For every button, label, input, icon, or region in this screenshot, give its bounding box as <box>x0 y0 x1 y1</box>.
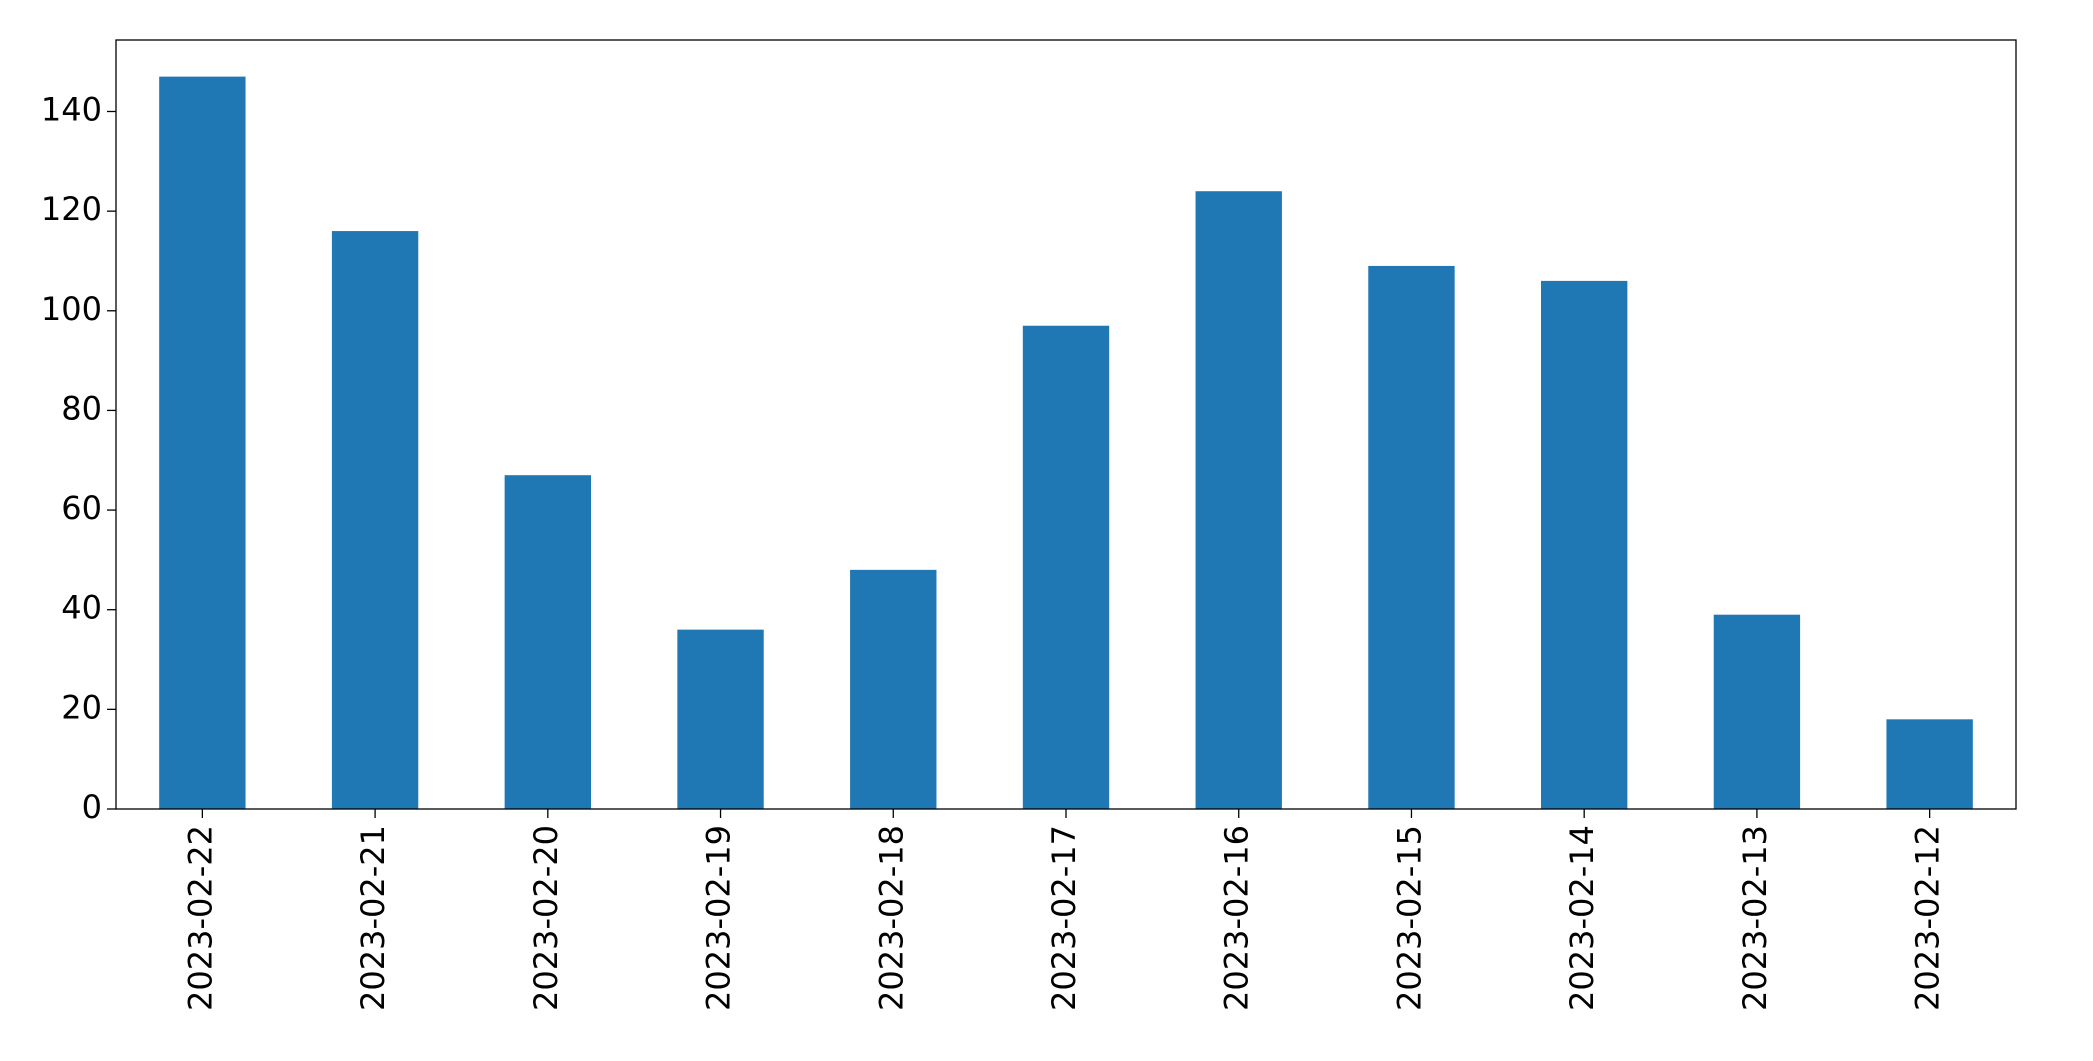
x-tick-label: 2023-02-22 <box>181 825 219 1011</box>
x-tick-label: 2023-02-12 <box>1909 825 1947 1011</box>
bar <box>1022 325 1110 809</box>
x-tick-label: 2023-02-18 <box>872 825 910 1011</box>
x-tick-label: 2023-02-20 <box>527 825 565 1011</box>
y-tick-label: 40 <box>61 589 102 627</box>
x-tick-label: 2023-02-19 <box>700 825 738 1011</box>
x-tick-label: 2023-02-13 <box>1736 825 1774 1011</box>
bar <box>1195 191 1282 810</box>
bar <box>850 569 937 809</box>
y-tick-label: 20 <box>61 688 102 726</box>
y-tick-label: 120 <box>41 190 102 228</box>
y-tick-label: 60 <box>61 489 102 527</box>
bar <box>1368 265 1455 809</box>
bar <box>1713 614 1801 809</box>
y-tick-label: 140 <box>41 90 102 128</box>
y-tick-label: 0 <box>82 788 102 826</box>
y-tick-label: 100 <box>41 290 102 328</box>
axes-frame <box>115 39 2017 810</box>
bar <box>159 76 246 810</box>
x-tick-label: 2023-02-21 <box>354 825 392 1011</box>
x-tick-label: 2023-02-17 <box>1045 825 1083 1011</box>
bar <box>1541 280 1628 809</box>
bar <box>1886 719 1973 809</box>
bar <box>504 475 591 809</box>
x-tick-label: 2023-02-16 <box>1218 825 1256 1011</box>
x-tick-label: 2023-02-15 <box>1390 825 1428 1011</box>
bar <box>677 629 764 809</box>
x-tick-label: 2023-02-14 <box>1563 825 1601 1011</box>
bar <box>331 231 419 810</box>
y-tick-label: 80 <box>61 389 102 427</box>
